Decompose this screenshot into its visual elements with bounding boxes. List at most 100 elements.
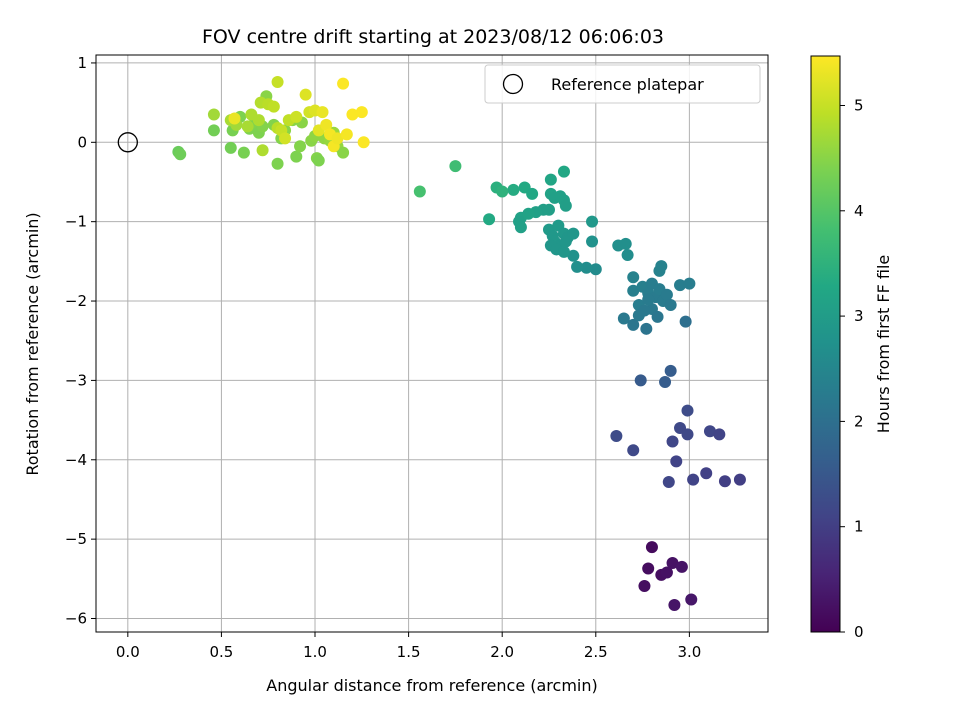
data-point	[207, 108, 220, 121]
data-point	[271, 157, 284, 170]
data-point	[733, 473, 746, 486]
data-point	[357, 136, 370, 149]
y-tick-label: 1	[77, 54, 87, 72]
legend-entry-label: Reference platepar	[551, 75, 704, 94]
data-point	[655, 260, 668, 273]
data-point	[687, 473, 700, 486]
data-point	[449, 160, 462, 173]
data-point	[294, 140, 307, 153]
y-tick-label: 0	[77, 133, 87, 151]
data-point	[526, 187, 539, 200]
data-point	[567, 227, 580, 240]
colorbar-tick-label: 0	[854, 623, 864, 641]
data-point	[544, 173, 557, 186]
x-tick-label: 0.5	[209, 643, 233, 661]
data-point	[542, 203, 555, 216]
x-tick-label: 2.5	[584, 643, 608, 661]
data-point	[619, 237, 632, 250]
legend-box	[484, 64, 761, 104]
legend-marker	[502, 73, 524, 95]
data-point	[340, 128, 353, 141]
data-point	[659, 375, 672, 388]
data-point	[681, 428, 694, 441]
data-point	[666, 435, 679, 448]
colorbar-tick-label: 1	[854, 518, 864, 536]
data-point	[331, 132, 344, 145]
data-point	[660, 288, 673, 301]
colorbar-tick-label: 3	[854, 307, 864, 325]
data-point	[586, 235, 599, 248]
data-point	[634, 374, 647, 387]
legend: Reference platepar	[484, 64, 761, 104]
data-point	[660, 566, 673, 579]
data-point	[666, 556, 679, 569]
data-point	[299, 88, 312, 101]
plot-frame	[95, 54, 769, 633]
data-point	[267, 100, 280, 113]
data-point	[642, 293, 655, 306]
data-point	[670, 455, 683, 468]
data-point	[586, 215, 599, 228]
data-point	[668, 599, 681, 612]
data-point	[483, 213, 496, 226]
chart-title: FOV centre drift starting at 2023/08/12 …	[202, 26, 664, 48]
data-point	[271, 75, 284, 88]
data-point	[713, 428, 726, 441]
data-point	[346, 108, 359, 121]
data-point	[207, 124, 220, 137]
grid	[96, 55, 768, 632]
data-point	[645, 541, 658, 554]
data-point	[662, 475, 675, 488]
data-point	[627, 271, 640, 284]
data-point	[627, 318, 640, 331]
data-point	[627, 444, 640, 457]
colorbar-gradient	[810, 55, 841, 633]
x-tick-label: 1.5	[397, 643, 421, 661]
data-point	[627, 284, 640, 297]
data-point	[621, 249, 634, 262]
data-point	[337, 77, 350, 90]
colorbar: 0 1 2 3 4 5 Hours from first FF file	[810, 55, 893, 641]
colorbar-label: Hours from first FF file	[874, 255, 893, 434]
data-point	[679, 315, 692, 328]
x-axis-label: Angular distance from reference (arcmin)	[266, 676, 597, 695]
data-point	[237, 146, 250, 159]
data-point	[507, 183, 520, 196]
y-tick-label: −5	[65, 530, 87, 548]
data-point	[290, 110, 303, 123]
y-tick-label: −3	[65, 371, 87, 389]
data-point	[703, 425, 716, 438]
y-tick-label: −1	[65, 213, 87, 231]
data-point	[638, 579, 651, 592]
data-point	[174, 148, 187, 161]
data-point	[513, 215, 526, 228]
x-tick-label: 0.0	[116, 643, 140, 661]
reference-platepar-marker	[117, 132, 138, 153]
y-tick-label: −2	[65, 292, 87, 310]
data-point	[290, 150, 303, 163]
data-point	[241, 120, 254, 133]
data-point	[567, 249, 580, 262]
data-point	[674, 279, 687, 292]
y-axis-label: Rotation from reference (arcmin)	[23, 212, 42, 475]
data-point	[642, 562, 655, 575]
data-point	[664, 364, 677, 377]
data-point	[700, 467, 713, 480]
x-tick-label: 3.0	[677, 643, 701, 661]
data-point	[312, 154, 325, 167]
data-point	[571, 260, 584, 273]
data-point	[228, 112, 241, 125]
colorbar-tick-label: 4	[854, 202, 864, 220]
data-point	[316, 106, 329, 119]
data-point	[589, 263, 602, 276]
data-point	[610, 429, 623, 442]
data-point	[580, 261, 593, 274]
colorbar-ticks: 0 1 2 3 4 5	[840, 96, 864, 641]
colorbar-tick-label: 2	[854, 412, 864, 430]
x-tick-label: 2.0	[490, 643, 514, 661]
data-point	[355, 106, 368, 119]
data-point	[559, 235, 572, 248]
y-tick-label: −6	[65, 610, 87, 628]
y-axis-ticks: 1 0 −1 −2 −3 −4 −5 −6	[65, 54, 96, 628]
